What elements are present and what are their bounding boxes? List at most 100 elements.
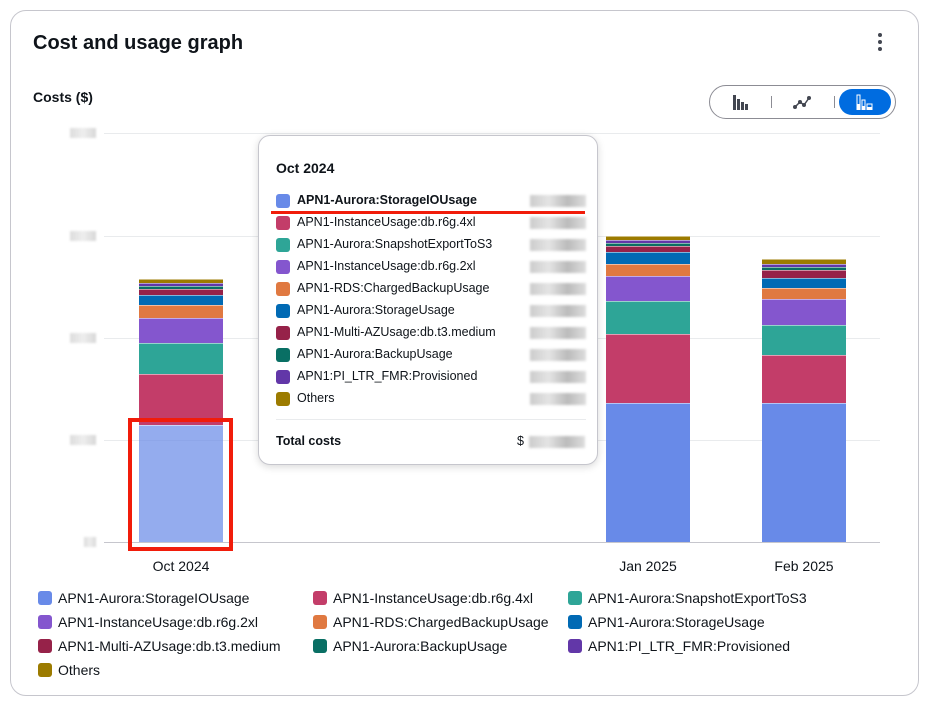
total-value-redacted [529,436,585,448]
tooltip-popover: Oct 2024 APN1-Aurora:StorageIOUsage APN1-… [258,135,598,465]
bar-segment[interactable] [139,424,223,542]
bar-segment[interactable] [762,269,846,278]
chart-type-toggle [709,85,896,119]
bar-segment[interactable] [762,277,846,288]
legend-item[interactable]: APN1-Aurora:SnapshotExportToS3 [568,588,868,608]
series-name: APN1-InstanceUsage:db.r6g.4xl [297,215,476,229]
stacked-bar-chart-icon[interactable] [839,89,891,115]
legend-item[interactable]: APN1-Multi-AZUsage:db.t3.medium [38,636,313,656]
legend-swatch [38,591,52,605]
legend-label: APN1-Aurora:BackupUsage [333,638,508,654]
bar-segment[interactable] [762,299,846,325]
legend-item[interactable]: Others [38,660,313,680]
tooltip-row: APN1-Aurora:SnapshotExportToS3 [276,236,586,253]
bar-segment[interactable] [606,275,690,302]
legend-item[interactable]: APN1:PI_LTR_FMR:Provisioned [568,636,868,656]
bar-segment[interactable] [139,373,223,425]
bar-segment[interactable] [139,317,223,344]
bar-segment[interactable] [606,252,690,264]
series-name: APN1-Aurora:StorageIOUsage [297,193,477,207]
series-value-redacted [530,282,586,295]
legend-swatch [313,615,327,629]
bar-segment[interactable] [606,240,690,244]
bar-segment[interactable] [762,259,846,264]
bar-segment[interactable] [139,305,223,318]
tooltip-row: APN1:PI_LTR_FMR:Provisioned [276,368,586,385]
legend-label: Others [58,662,101,678]
bar-segment[interactable] [606,243,690,247]
series-name: APN1-Multi-AZUsage:db.t3.medium [297,325,496,339]
bar-segment[interactable] [139,343,223,374]
tooltip-rows: APN1-Aurora:StorageIOUsage APN1-InstanceU… [276,192,586,407]
series-value-redacted [530,326,586,339]
bar-segment[interactable] [762,324,846,356]
series-swatch [276,391,290,406]
series-name: APN1-Aurora:StorageUsage [297,303,455,317]
bar-segment[interactable] [606,236,690,241]
bar-segment[interactable] [139,295,223,306]
series-value-redacted [530,194,586,207]
bar-segment[interactable] [762,266,846,270]
series-value-redacted [530,392,586,405]
bar-chart-icon[interactable] [714,89,768,115]
tooltip-row: APN1-Aurora:StorageIOUsage [276,192,586,209]
divider [771,96,772,108]
legend-swatch [38,615,52,629]
total-currency: $ [517,434,524,448]
legend-item[interactable]: APN1-Aurora:StorageUsage [568,612,868,632]
legend-item[interactable]: APN1-InstanceUsage:db.r6g.4xl [313,588,568,608]
bar-segment[interactable] [762,403,846,542]
bar-segment[interactable] [606,403,690,542]
series-name: Others [297,391,335,405]
bar-segment[interactable] [139,282,223,286]
legend-label: APN1-InstanceUsage:db.r6g.2xl [58,614,258,630]
line-chart-icon[interactable] [775,89,829,115]
legend-swatch [313,591,327,605]
legend-label: APN1-Multi-AZUsage:db.t3.medium [58,638,281,654]
series-value-redacted [530,238,586,251]
series-swatch [276,325,290,340]
legend-label: APN1:PI_LTR_FMR:Provisioned [588,638,791,654]
underline-annotation [271,211,585,214]
total-costs-label: Total costs [276,434,342,448]
series-swatch [276,237,290,252]
tooltip-row: APN1-Aurora:StorageUsage [276,302,586,319]
series-swatch [276,193,290,208]
series-swatch [276,215,290,230]
legend-swatch [568,639,582,653]
bar-segment[interactable] [139,278,223,283]
more-options-icon[interactable] [872,30,888,54]
bar-segment[interactable] [139,285,223,290]
legend-item[interactable]: APN1-RDS:ChargedBackupUsage [313,612,568,632]
tooltip-row: APN1-InstanceUsage:db.r6g.2xl [276,258,586,275]
bar-segment[interactable] [762,263,846,267]
legend-label: APN1-InstanceUsage:db.r6g.4xl [333,590,533,606]
bar-segment[interactable] [762,288,846,300]
legend-item[interactable]: APN1-Aurora:StorageIOUsage [38,588,313,608]
bar-segment[interactable] [606,333,690,404]
bar-segment[interactable] [762,355,846,404]
series-swatch [276,281,290,296]
series-swatch [276,259,290,274]
divider [834,96,835,108]
y-tick-label-redacted [70,128,96,138]
y-tick-label-redacted [70,435,96,445]
series-value-redacted [530,348,586,361]
tooltip-row: APN1-Multi-AZUsage:db.t3.medium [276,324,586,341]
chart-legend: APN1-Aurora:StorageIOUsage APN1-InstanceU… [38,588,878,680]
gridline [104,133,880,134]
bar-segment[interactable] [606,246,690,253]
series-name: APN1:PI_LTR_FMR:Provisioned [297,369,478,383]
highlight-annotation-box [128,418,233,551]
card-title: Cost and usage graph [33,32,244,54]
legend-swatch [38,663,52,677]
series-value-redacted [530,304,586,317]
bar-segment[interactable] [606,263,690,276]
legend-swatch [568,591,582,605]
tooltip-row: APN1-Aurora:BackupUsage [276,346,586,363]
legend-item[interactable]: APN1-Aurora:BackupUsage [313,636,568,656]
bar-segment[interactable] [139,289,223,296]
bar-segment[interactable] [606,301,690,334]
legend-label: APN1-RDS:ChargedBackupUsage [333,614,549,630]
legend-item[interactable]: APN1-InstanceUsage:db.r6g.2xl [38,612,313,632]
